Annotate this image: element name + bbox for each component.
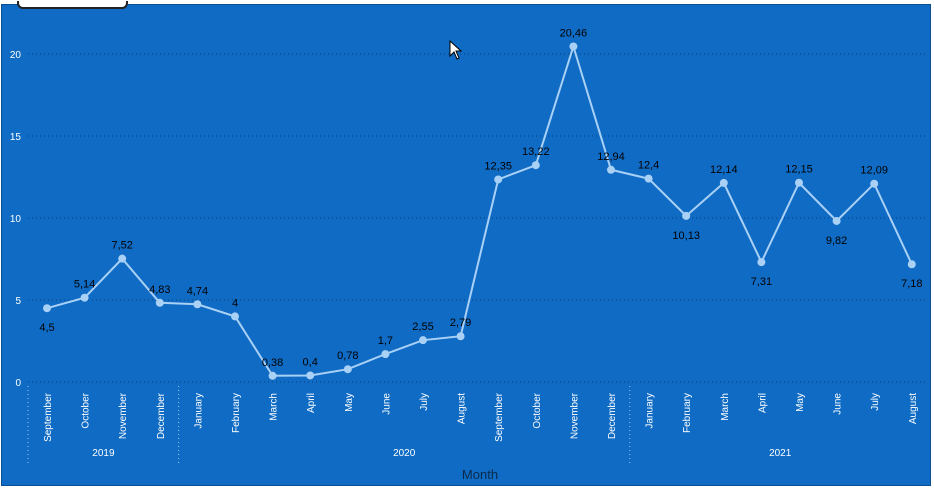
- data-label: 5,14: [74, 279, 95, 291]
- data-label: 2,79: [450, 317, 471, 329]
- data-point: [870, 179, 879, 188]
- data-point: [268, 371, 277, 380]
- data-label: 12,35: [484, 160, 512, 172]
- data-point: [456, 332, 465, 341]
- data-point: [795, 178, 803, 187]
- x-tick-label-year: 2021: [769, 448, 792, 459]
- mouse-cursor-icon: [449, 40, 463, 60]
- y-tick-label: 10: [10, 214, 22, 225]
- data-point: [231, 312, 239, 321]
- x-tick-label-month: July: [870, 393, 881, 411]
- x-tick-label-month: December: [156, 392, 167, 439]
- x-tick-label-month: July: [419, 393, 430, 411]
- data-point: [80, 293, 89, 302]
- data-point: [569, 42, 578, 51]
- data-label: 12,14: [710, 164, 738, 176]
- x-tick-label-month: March: [269, 393, 280, 421]
- x-tick-label-month: August: [908, 393, 919, 424]
- x-tick-label-month: October: [532, 392, 543, 428]
- y-tick-label: 20: [10, 50, 22, 61]
- x-tick-label-month: June: [833, 393, 844, 415]
- line-chart: 0 5 10 15 20 4,5 5,14 7,52 4,83 4,74 4 0,38 0,4 0,78 1…: [10, 27, 926, 482]
- x-tick-label-month: November: [118, 392, 129, 439]
- data-point: [907, 260, 916, 269]
- visual-header-tab[interactable]: [17, 1, 128, 9]
- data-point: [682, 211, 691, 220]
- data-label: 4,5: [39, 322, 54, 334]
- x-tick-label-month: November: [569, 392, 580, 439]
- data-point: [531, 161, 540, 170]
- data-point: [757, 258, 766, 267]
- data-point: [193, 300, 202, 309]
- y-tick-label: 0: [15, 378, 21, 389]
- x-tick-label-year: 2020: [393, 448, 416, 459]
- data-point: [118, 254, 127, 263]
- x-tick-label-month: May: [344, 393, 355, 412]
- data-point: [607, 165, 615, 174]
- x-tick-label-month: April: [306, 393, 317, 413]
- data-label: 7,52: [111, 240, 132, 252]
- data-point: [155, 298, 164, 307]
- x-tick-label-month: December: [607, 392, 618, 439]
- x-tick-label-month: May: [795, 393, 806, 412]
- data-label: 0,38: [262, 357, 283, 369]
- x-tick-label-month: August: [457, 393, 468, 424]
- data-point: [343, 365, 352, 374]
- data-label: 4,83: [149, 284, 170, 296]
- x-tick-label-month: January: [193, 393, 204, 429]
- x-tick-label-month: January: [645, 393, 656, 429]
- x-tick-label-year: 2019: [92, 448, 115, 459]
- data-label: 20,46: [560, 27, 588, 39]
- x-tick-label-month: February: [682, 393, 693, 433]
- data-label: 12,4: [638, 160, 659, 172]
- x-tick-label-month: February: [231, 393, 242, 433]
- data-label: 0,4: [303, 356, 318, 368]
- data-point: [381, 350, 390, 359]
- x-tick-label-month: April: [757, 393, 768, 413]
- data-point: [419, 336, 427, 345]
- data-label: 7,18: [901, 278, 922, 290]
- data-label: 4,74: [187, 285, 208, 297]
- y-tick-label: 5: [15, 296, 21, 307]
- x-tick-label-month: September: [494, 392, 505, 442]
- data-label: 12,15: [785, 164, 813, 176]
- data-label: 0,78: [337, 350, 358, 362]
- y-tick-label: 15: [10, 132, 22, 143]
- x-tick-label-month: October: [81, 392, 92, 428]
- x-tick-label-month: September: [43, 392, 54, 442]
- data-label: 9,82: [826, 235, 847, 247]
- data-point: [644, 174, 653, 183]
- data-point: [43, 304, 51, 313]
- data-label: 2,55: [412, 321, 433, 333]
- data-point: [306, 371, 315, 380]
- x-tick-label-month: March: [720, 393, 731, 421]
- data-point: [719, 178, 728, 187]
- data-label: 12,94: [597, 151, 625, 163]
- series-line: [46, 43, 913, 377]
- data-label: 10,13: [672, 230, 700, 242]
- data-label: 4: [232, 297, 238, 309]
- data-point: [832, 216, 841, 225]
- data-point: [494, 175, 503, 184]
- data-label: 13,22: [522, 146, 550, 158]
- x-axis-title: Month: [462, 467, 498, 482]
- data-label: 7,31: [751, 276, 772, 288]
- data-label: 12,09: [860, 165, 888, 177]
- x-tick-label-month: June: [381, 393, 392, 415]
- data-label: 1,7: [378, 335, 393, 347]
